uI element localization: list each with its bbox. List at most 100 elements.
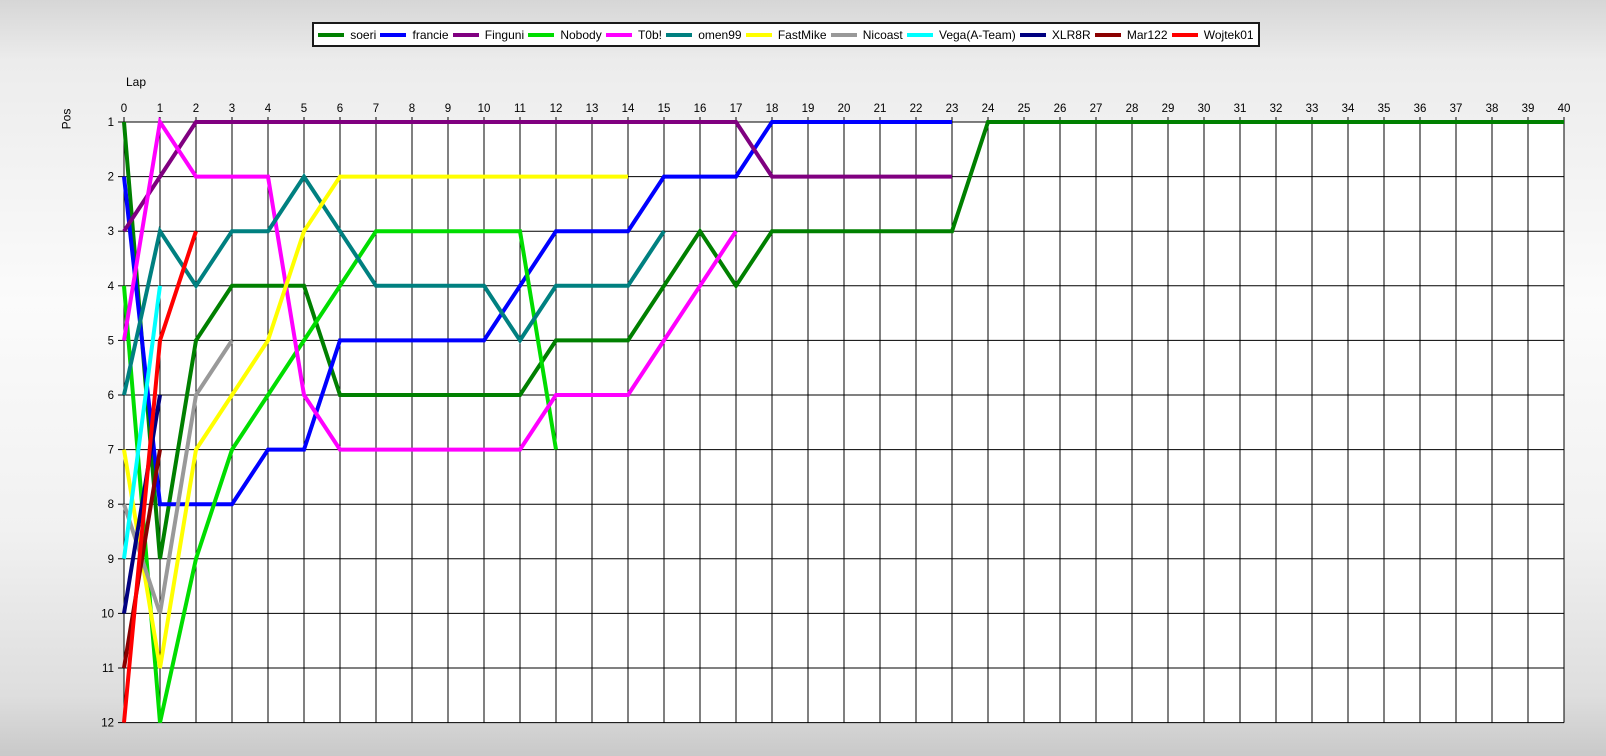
x-tick-label: 25 xyxy=(1018,103,1031,115)
x-tick-label: 38 xyxy=(1486,103,1499,115)
legend-swatch-icon xyxy=(1019,32,1046,37)
x-tick-label: 8 xyxy=(409,103,415,115)
x-tick-label: 3 xyxy=(229,103,235,115)
x-tick-label: 7 xyxy=(373,103,379,115)
series-line-T0b! xyxy=(122,116,738,452)
x-tick-label: 17 xyxy=(730,103,743,115)
x-tick-label: 20 xyxy=(838,103,851,115)
legend-swatch-icon xyxy=(605,32,632,37)
legend-label: Nicoast xyxy=(862,27,903,42)
y-tick-label: 6 xyxy=(108,390,114,402)
x-tick-label: 18 xyxy=(766,103,779,115)
legend-label: T0b! xyxy=(637,27,662,42)
legend-item: omen99 xyxy=(666,27,742,42)
legend-swatch-icon xyxy=(745,32,772,37)
legend-label: francie xyxy=(412,27,449,42)
legend-label: Wojtek01 xyxy=(1203,27,1254,42)
series-line-Finguni xyxy=(122,120,952,233)
legend-swatch-icon xyxy=(1094,32,1121,37)
x-tick-label: 19 xyxy=(802,103,815,115)
legend-item: Nobody xyxy=(528,27,602,42)
series-line-soeri xyxy=(122,120,1564,560)
legend-item: Mar122 xyxy=(1094,27,1168,42)
legend-item: Vega(A-Team) xyxy=(906,27,1016,42)
legend-item: francie xyxy=(380,27,449,42)
legend-label: XLR8R xyxy=(1051,27,1091,42)
x-tick-label: 6 xyxy=(337,103,343,115)
x-tick-label: 27 xyxy=(1090,103,1103,115)
x-tick-label: 32 xyxy=(1270,103,1283,115)
legend-label: Vega(A-Team) xyxy=(938,27,1016,42)
x-tick-label: 40 xyxy=(1558,103,1571,115)
legend-label: Mar122 xyxy=(1126,27,1168,42)
legend-swatch-icon xyxy=(452,32,479,37)
legend-swatch-icon xyxy=(906,32,933,37)
series-line-Vega(A-Team) xyxy=(122,285,162,560)
x-tick-label: 34 xyxy=(1342,103,1355,115)
legend-swatch-icon xyxy=(318,32,345,37)
y-tick-label: 10 xyxy=(101,608,114,620)
x-tick-label: 28 xyxy=(1126,103,1139,115)
legend-label: omen99 xyxy=(698,27,742,42)
legend: soeri francie Finguni Nobody T0b! omen99 FastM… xyxy=(312,22,1260,47)
series-line-XLR8R xyxy=(122,394,162,614)
legend-swatch-icon xyxy=(380,32,407,37)
x-tick-label: 31 xyxy=(1234,103,1247,115)
x-tick-label: 26 xyxy=(1054,103,1067,115)
legend-swatch-icon xyxy=(528,32,555,37)
legend-label: Nobody xyxy=(560,27,602,42)
legend-swatch-icon xyxy=(1171,32,1198,37)
y-tick-label: 2 xyxy=(108,172,114,184)
series-line-Mar122 xyxy=(122,449,162,669)
y-tick-label: 4 xyxy=(108,281,115,293)
x-tick-label: 23 xyxy=(946,103,959,115)
x-tick-label: 29 xyxy=(1162,103,1175,115)
grid xyxy=(123,121,1565,724)
legend-item: Nicoast xyxy=(830,27,903,42)
x-tick-label: 13 xyxy=(586,103,599,115)
x-tick-label: 1 xyxy=(157,103,163,115)
y-tick-label: 7 xyxy=(108,445,114,457)
x-tick-label: 15 xyxy=(658,103,671,115)
x-tick-label: 30 xyxy=(1198,103,1211,115)
x-tick-label: 0 xyxy=(121,103,127,115)
legend-item: soeri xyxy=(318,28,376,42)
x-axis: 0 1 2 3 4 5 6 7 8 9 10 11 12 13 14 15 16 17 18 19 20 21 22 23 24… xyxy=(121,103,1571,122)
legend-item: Finguni xyxy=(452,27,525,42)
series-line-Wojtek01 xyxy=(122,230,198,723)
y-tick-label: 9 xyxy=(108,554,114,566)
y-axis-title: Pos xyxy=(59,108,74,130)
series-line-omen99 xyxy=(122,172,666,396)
legend-item: FastMike xyxy=(745,27,827,42)
x-tick-label: 14 xyxy=(622,103,635,115)
legend-swatch-icon xyxy=(666,32,693,37)
legend-label: FastMike xyxy=(777,27,827,42)
series-line-Nobody xyxy=(122,229,558,724)
legend-item: T0b! xyxy=(605,27,662,42)
x-tick-label: 4 xyxy=(265,103,272,115)
x-tick-label: 9 xyxy=(445,103,451,115)
legend-item: Wojtek01 xyxy=(1171,27,1254,42)
x-tick-label: 12 xyxy=(550,103,563,115)
x-tick-label: 37 xyxy=(1450,103,1463,115)
x-tick-label: 21 xyxy=(874,103,887,115)
legend-label: Finguni xyxy=(484,27,525,42)
x-tick-label: 16 xyxy=(694,103,707,115)
x-tick-label: 24 xyxy=(982,103,995,115)
y-tick-label: 12 xyxy=(101,718,114,730)
x-axis-title: Lap xyxy=(126,75,147,89)
x-tick-label: 35 xyxy=(1378,103,1391,115)
x-tick-label: 10 xyxy=(478,103,491,115)
y-tick-label: 1 xyxy=(108,117,114,129)
legend-label: soeri xyxy=(350,27,377,42)
y-tick-label: 5 xyxy=(108,335,114,347)
y-tick-label: 3 xyxy=(108,226,114,238)
legend-swatch-icon xyxy=(830,32,857,37)
x-tick-label: 5 xyxy=(301,103,307,115)
x-tick-label: 22 xyxy=(910,103,923,115)
x-tick-label: 36 xyxy=(1414,103,1427,115)
x-tick-label: 11 xyxy=(514,103,526,115)
x-tick-label: 39 xyxy=(1522,103,1535,115)
